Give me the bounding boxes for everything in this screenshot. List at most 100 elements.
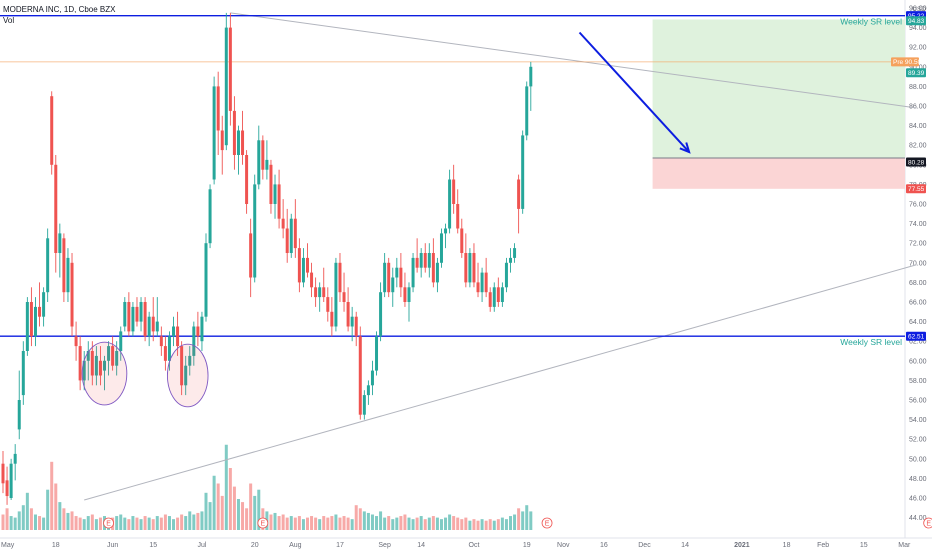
earnings-marker[interactable] [103,517,114,529]
price-tag[interactable] [906,184,926,194]
price-tag[interactable] [891,57,919,67]
candle-body [423,253,427,268]
y-tick-label: 94.00 [909,25,927,32]
y-tick-label: 86.00 [909,104,927,111]
candle-body [301,257,305,283]
candle-body [391,277,395,293]
volume-bar [492,520,496,530]
volume-bar [387,516,391,530]
highlight-ellipse[interactable] [166,343,209,408]
y-tick-label: 74.00 [909,221,927,228]
trend-line[interactable] [230,12,917,109]
volume-bar [33,514,37,530]
x-tick-label: 18 [783,542,791,549]
volume-bar [362,511,366,530]
candle-body [167,336,171,361]
candle-body [17,400,21,430]
candle-body [342,292,346,302]
volume-bar [399,516,403,530]
support-resistance-label: Weekly SR level [840,17,902,27]
price-tag[interactable] [906,68,926,78]
highlight-ellipse[interactable] [81,341,128,406]
candle-body [521,135,525,209]
x-tick-label: Dec [638,542,651,549]
price-tag[interactable] [906,157,926,167]
candle-body [54,164,58,253]
volume-bar [70,511,74,530]
price-tag[interactable] [906,16,926,26]
volume-bar [78,517,82,530]
forecast-arrow-head [679,142,691,154]
candle-body [370,370,374,386]
earnings-marker[interactable] [257,517,269,529]
volume-bar [62,508,66,530]
volume-bar [143,516,147,530]
price-axis-panel[interactable] [905,0,932,550]
x-tick-label: Oct [469,542,480,549]
volume-bar [184,516,188,530]
volume-bar [196,512,200,530]
candle-body [5,480,9,497]
candle-body [50,96,54,165]
volume-bar [419,516,423,530]
price-tag[interactable] [906,331,926,341]
volume-bar [115,516,119,530]
volume-bar [468,520,472,530]
x-tick-label: Mar [898,542,911,549]
volume-bar [500,517,504,530]
volume-bar [423,519,427,530]
volume-bar [293,517,297,530]
y-tick-label: 62.00 [909,339,927,346]
candle-body [354,316,358,337]
candle-body [78,346,82,381]
candle-body [517,179,521,209]
candle-body [366,385,370,396]
candle-body [155,321,159,332]
candle-body [42,292,46,317]
candle-body [176,326,180,347]
trend-line[interactable] [84,264,917,501]
candle-body [387,262,391,293]
volume-label: Vol [3,16,15,25]
candle-body [338,262,342,293]
candle-body [415,257,419,268]
volume-bar [464,517,468,530]
candle-body [265,159,269,170]
earnings-marker[interactable] [541,517,553,529]
forecast-arrow[interactable] [578,31,690,153]
candle-body [362,395,366,415]
earnings-marker[interactable] [923,517,932,529]
y-tick-label: 66.00 [909,300,927,307]
volume-bar [212,475,216,530]
x-tick-label: 14 [417,542,425,549]
candle-body [131,306,135,332]
candle-body [232,110,236,155]
x-tick-label: 20 [251,542,259,549]
volume-bar [98,517,102,530]
volume-bar [415,517,419,530]
loss-zone[interactable] [652,157,905,189]
volume-bar [448,514,452,530]
price-tag-label: 89.39 [908,70,925,77]
volume-bar [220,495,224,530]
y-tick-label: 76.00 [909,202,927,209]
candle-body [334,262,338,327]
volume-bar [38,516,42,530]
candle-body [172,326,176,337]
volume-bar [269,514,273,530]
candle-body [431,253,435,283]
volume-bar [488,519,492,530]
volume-bar [391,519,395,530]
candle-body [143,302,147,337]
volume-bar [82,519,86,530]
volume-bar [310,516,314,530]
x-tick-label: Feb [817,542,829,549]
candle-body [261,140,265,170]
volume-bar [439,519,443,530]
x-tick-label: Nov [557,542,570,549]
volume-bar [509,516,512,530]
candle-body [82,360,86,381]
chart-title: MODERNA INC, 1D, Cboe BZX [3,5,116,14]
